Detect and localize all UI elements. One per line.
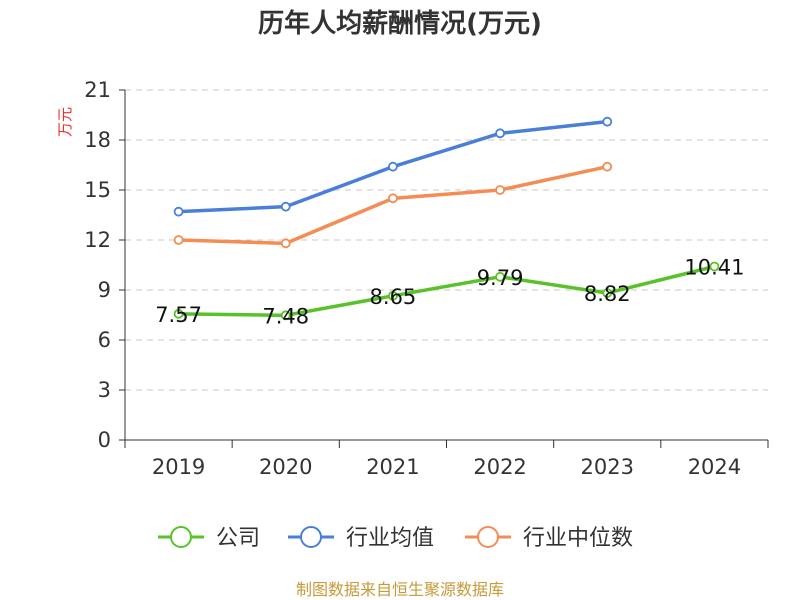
legend-item-2: 行业均值 — [288, 526, 434, 551]
y-tick-label: 15 — [84, 178, 111, 202]
data-point — [388, 290, 398, 301]
data-point — [280, 238, 291, 249]
legend-marker — [477, 526, 499, 548]
data-point — [280, 310, 291, 321]
legend: 公司 行业均值 行业中位数 — [158, 526, 633, 551]
data-point — [173, 308, 184, 319]
source-note: 制图数据来自恒生聚源数据库 — [296, 580, 504, 599]
data-point — [709, 261, 720, 272]
series-3 — [173, 161, 613, 249]
data-point — [495, 128, 505, 139]
data-point — [602, 161, 613, 172]
x-tick-label-2024: 2024 — [688, 455, 741, 479]
chart-title: 历年人均薪酬情况(万元) — [258, 8, 542, 39]
series-line — [176, 164, 609, 246]
data-point — [495, 185, 505, 195]
x-tick-label-2021: 2021 — [366, 455, 419, 479]
x-tick-label-2019: 2019 — [152, 455, 205, 479]
legend-marker — [300, 526, 322, 548]
y-tick-label: 0 — [98, 428, 111, 452]
data-labels: 7.57 7.48 8.65 9.79 8.82 10.41 — [155, 256, 744, 329]
data-label: 10.41 — [684, 256, 744, 280]
legend-marker — [170, 526, 192, 548]
y-tick-label: 6 — [98, 328, 111, 352]
series-2 — [173, 116, 613, 217]
data-label: 9.79 — [477, 266, 524, 290]
y-axis-label: 万元 — [56, 107, 74, 137]
y-tick-label: 18 — [84, 128, 111, 152]
legend-label: 行业均值 — [346, 526, 434, 551]
y-tick-label: 12 — [84, 228, 111, 252]
series-line — [176, 264, 717, 318]
data-label: 8.82 — [584, 282, 631, 306]
data-label: 7.48 — [262, 304, 309, 328]
data-point — [602, 288, 613, 298]
grid-lines — [125, 89, 768, 391]
data-point — [280, 201, 291, 212]
data-point — [388, 161, 398, 172]
axes: 0 3 6 9 12 15 18 21 2019 2020 2021 2022 2023 2024 — [84, 78, 769, 479]
legend-item-3: 行业中位数 — [465, 526, 633, 551]
legend-item-1: 公司 — [158, 526, 260, 551]
y-tick-label: 3 — [98, 378, 111, 402]
data-point — [602, 116, 613, 127]
legend-label: 行业中位数 — [523, 526, 633, 551]
x-tick-label-2020: 2020 — [259, 455, 312, 479]
series-group — [173, 116, 720, 321]
data-label: 8.65 — [370, 285, 417, 309]
y-tick-label: 9 — [98, 278, 111, 302]
x-tick-label-2022: 2022 — [473, 455, 526, 479]
data-point — [495, 271, 505, 282]
data-label: 7.57 — [155, 303, 202, 327]
series-1 — [173, 261, 720, 321]
legend-label: 公司 — [216, 526, 260, 551]
data-point — [173, 235, 184, 245]
data-point — [388, 193, 398, 204]
data-point — [173, 206, 184, 217]
y-tick-label: 21 — [84, 78, 111, 102]
x-tick-label-2023: 2023 — [581, 455, 634, 479]
